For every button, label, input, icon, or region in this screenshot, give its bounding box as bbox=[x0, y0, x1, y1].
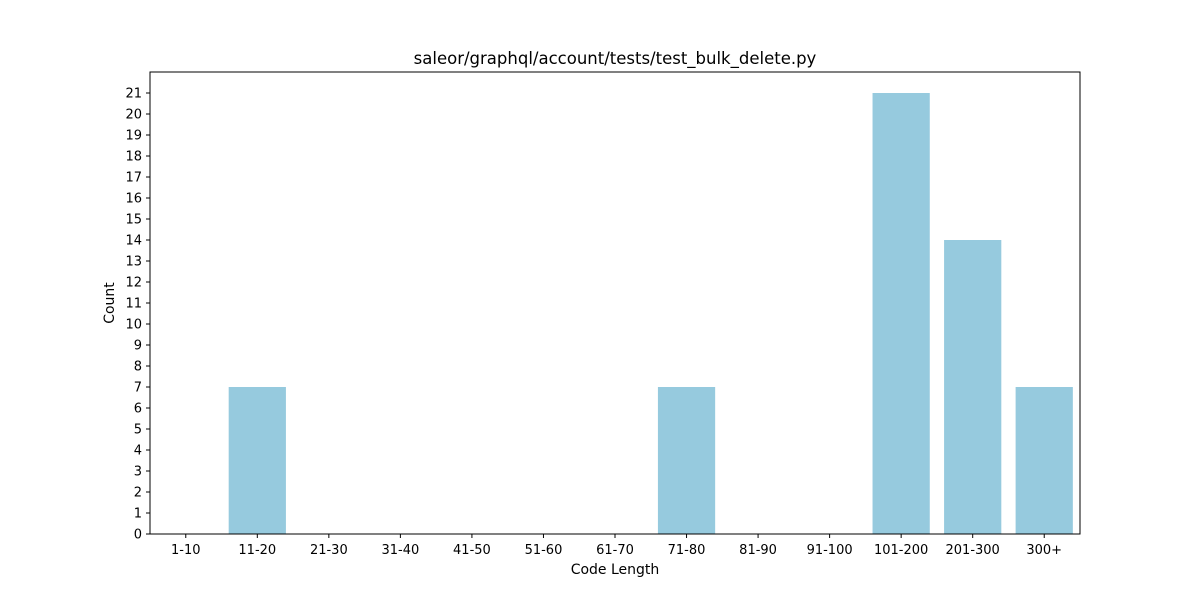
x-tick-label: 201-300 bbox=[946, 543, 1000, 558]
x-tick-label: 71-80 bbox=[668, 543, 706, 558]
x-tick-label: 51-60 bbox=[525, 543, 563, 558]
y-tick-label: 0 bbox=[134, 528, 142, 543]
y-tick-label: 12 bbox=[125, 276, 142, 291]
y-tick-label: 2 bbox=[134, 486, 142, 501]
y-tick-label: 3 bbox=[134, 465, 142, 480]
x-axis: 1-10 11-20 21-30 31-40 41-50 51-60 61-70 71-80 8… bbox=[171, 534, 1062, 558]
x-tick-label: 41-50 bbox=[453, 543, 491, 558]
bar-71-80 bbox=[657, 387, 716, 534]
x-tick-label: 31-40 bbox=[381, 543, 419, 558]
x-tick-label: 101-200 bbox=[874, 543, 928, 558]
y-tick-label: 7 bbox=[134, 381, 142, 396]
chart-title: saleor/graphql/account/tests/test_bulk_d… bbox=[414, 49, 817, 69]
y-tick-label: 9 bbox=[134, 339, 142, 354]
x-tick-label: 1-10 bbox=[171, 543, 201, 558]
x-tick-label: 11-20 bbox=[238, 543, 276, 558]
bar-300+ bbox=[1015, 387, 1073, 534]
y-tick-label: 1 bbox=[134, 507, 142, 522]
x-axis-label: Code Length bbox=[571, 562, 660, 578]
y-tick-label: 15 bbox=[125, 213, 142, 228]
y-tick-label: 16 bbox=[125, 192, 142, 207]
y-tick-label: 14 bbox=[125, 234, 142, 249]
y-tick-label: 4 bbox=[134, 444, 142, 459]
y-tick-label: 18 bbox=[125, 150, 142, 165]
y-axis-label: Count bbox=[102, 282, 118, 324]
y-tick-label: 17 bbox=[125, 171, 142, 186]
y-tick-label: 13 bbox=[125, 255, 142, 270]
x-tick-label: 61-70 bbox=[596, 543, 634, 558]
y-tick-label: 5 bbox=[134, 423, 142, 438]
y-tick-label: 10 bbox=[125, 318, 142, 333]
bars-group bbox=[228, 93, 1073, 534]
x-tick-label: 300+ bbox=[1026, 543, 1062, 558]
plot-frame bbox=[149, 71, 1081, 535]
y-tick-label: 20 bbox=[125, 108, 142, 123]
x-tick-label: 91-100 bbox=[807, 543, 853, 558]
x-tick-label: 81-90 bbox=[739, 543, 777, 558]
bar-11-20 bbox=[228, 387, 286, 534]
y-tick-label: 21 bbox=[125, 87, 142, 102]
y-tick-label: 8 bbox=[134, 360, 142, 375]
y-tick-label: 19 bbox=[125, 129, 142, 144]
y-tick-label: 11 bbox=[125, 297, 142, 312]
bar-201-300 bbox=[944, 240, 1002, 534]
y-tick-label: 6 bbox=[134, 402, 142, 417]
bar-101-200 bbox=[872, 93, 930, 534]
x-tick-label: 21-30 bbox=[310, 543, 348, 558]
